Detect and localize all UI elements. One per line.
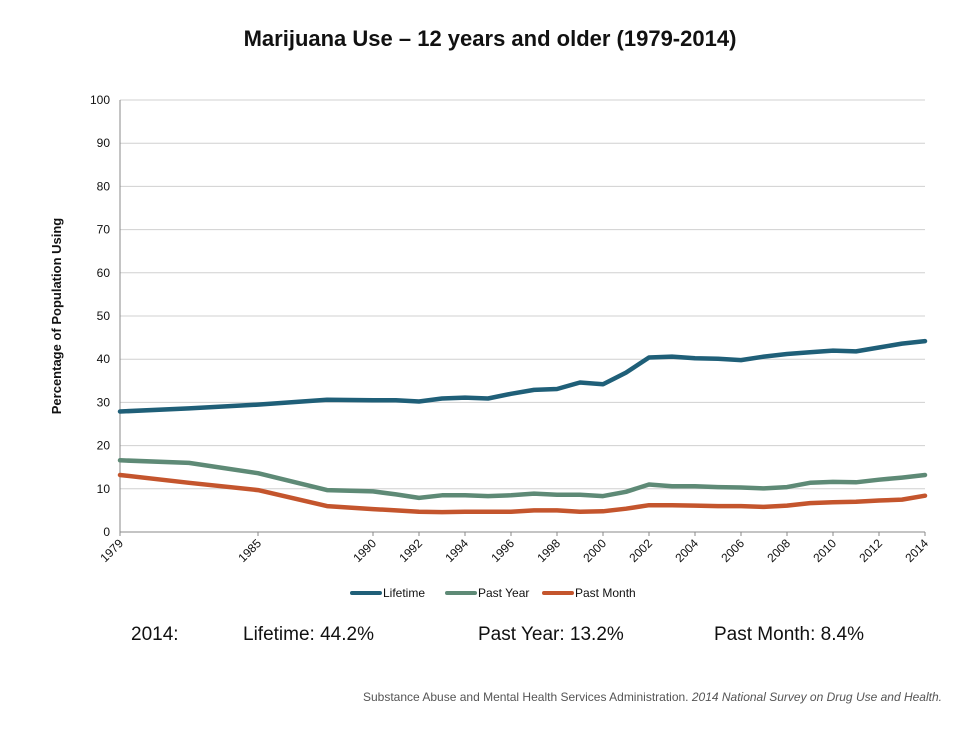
- x-tick-label: 2004: [672, 536, 701, 565]
- legend-label: Past Month: [575, 586, 636, 600]
- x-tick-label: 1979: [97, 536, 126, 565]
- x-tick-label: 2012: [856, 536, 885, 565]
- summary-year: 2014:: [131, 624, 179, 645]
- x-tick-label: 1994: [442, 536, 471, 565]
- series-line-past-year: [117, 458, 928, 501]
- legend-label: Past Year: [478, 586, 529, 600]
- y-tick-label: 80: [97, 179, 111, 193]
- x-tick-label: 1990: [350, 536, 379, 565]
- x-tick-label: 2010: [810, 536, 839, 565]
- y-tick-label: 0: [103, 525, 110, 539]
- chart-title: Marijuana Use – 12 years and older (1979…: [243, 26, 737, 51]
- x-tick-label: 1998: [534, 536, 563, 565]
- x-tick-label: 2014: [902, 536, 931, 565]
- summary-past-month: Past Month: 8.4%: [714, 624, 864, 645]
- x-tick-label: 2002: [626, 536, 655, 565]
- y-tick-label: 100: [90, 93, 110, 107]
- y-tick-label: 60: [97, 266, 111, 280]
- y-tick-label: 70: [97, 223, 111, 237]
- x-tick-label: 2008: [764, 536, 793, 565]
- y-axis-title: Percentage of Population Using: [49, 218, 64, 415]
- y-tick-label: 20: [97, 439, 111, 453]
- x-tick-label: 2000: [580, 536, 609, 565]
- source-text: Substance Abuse and Mental Health Servic…: [362, 690, 692, 704]
- summary-lifetime: Lifetime: 44.2%: [243, 624, 374, 645]
- x-tick-label: 1985: [235, 536, 264, 565]
- series-line-lifetime: [117, 338, 928, 414]
- legend-label: Lifetime: [383, 586, 425, 600]
- source-italic: 2014 National Survey on Drug Use and Hea…: [691, 690, 942, 704]
- source-citation: Substance Abuse and Mental Health Servic…: [363, 690, 942, 704]
- y-tick-label: 40: [97, 352, 111, 366]
- x-tick-label: 2006: [718, 536, 747, 565]
- y-tick-label: 90: [97, 136, 111, 150]
- y-tick-label: 50: [97, 309, 111, 323]
- series-line-past-month: [117, 472, 928, 515]
- summary-past-year: Past Year: 13.2%: [478, 624, 624, 645]
- y-tick-label: 30: [97, 395, 111, 409]
- x-tick-label: 1996: [488, 536, 517, 565]
- x-tick-label: 1992: [396, 536, 425, 565]
- y-tick-label: 10: [97, 482, 111, 496]
